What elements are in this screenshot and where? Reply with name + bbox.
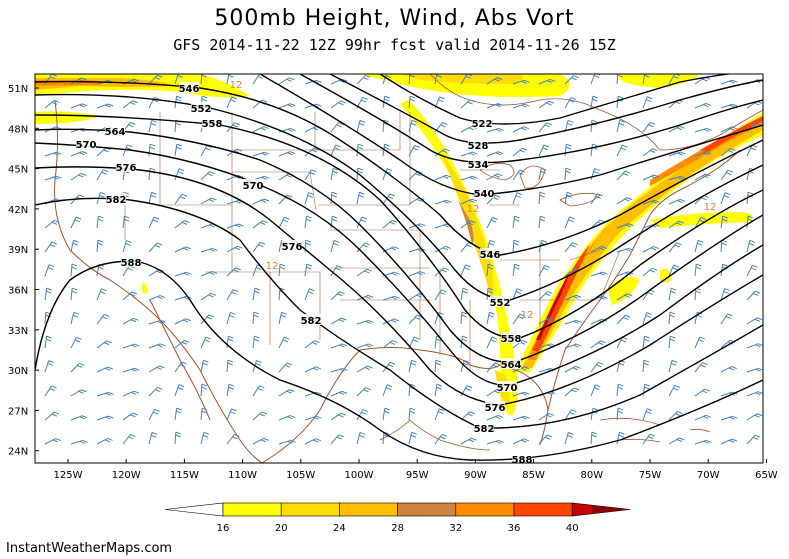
colorbar-tick: 16 — [217, 523, 230, 534]
height-contours — [35, 74, 763, 461]
contour-label: 552 — [490, 298, 511, 309]
contour-labels: 522 528 534 540 546 546 552 552 558 558 564 564 570 5… — [76, 82, 533, 466]
colorbar-tick: 28 — [391, 523, 404, 534]
lon-label: 75W — [639, 470, 662, 481]
vorticity-label: 12 — [521, 310, 534, 321]
lat-label: 36N — [8, 286, 28, 297]
lat-label: 30N — [8, 366, 28, 377]
contour-label: 522 — [472, 119, 493, 130]
lon-label: 120W — [112, 470, 141, 481]
contour-label: 552 — [191, 104, 212, 115]
contour-label: 558 — [202, 119, 223, 130]
contour-label: 576 — [116, 163, 137, 174]
contour-label: 582 — [301, 316, 322, 327]
colorbar-tick: 32 — [449, 523, 462, 534]
lat-label: 45N — [8, 165, 28, 176]
lon-label: 110W — [228, 470, 257, 481]
contour-label: 576 — [282, 242, 303, 253]
vorticity-label: 12 — [266, 261, 279, 272]
contour-label: 564 — [105, 127, 126, 138]
longitude-labels: 125W 120W 115W 110W 105W 100W 95W 90W 85W 80W 75W 7… — [54, 459, 778, 481]
contour-label: 582 — [106, 195, 127, 206]
lon-label: 105W — [286, 470, 315, 481]
lat-label: 33N — [8, 326, 28, 337]
contour-label: 588 — [121, 258, 142, 269]
colorbar: 16 20 24 28 32 36 40 — [164, 502, 631, 534]
lon-label: 65W — [755, 470, 778, 481]
colorbar-tick: 36 — [508, 523, 521, 534]
contour-label: 576 — [485, 403, 506, 414]
contour-label: 570 — [497, 383, 518, 394]
latitude-labels: 51N 48N 45N 42N 39N 36N 33N 30N 27N 24N — [8, 84, 39, 458]
vorticity-label: 12 — [704, 202, 717, 213]
lon-label: 85W — [522, 470, 545, 481]
lon-label: 90W — [464, 470, 487, 481]
lat-label: 42N — [8, 205, 28, 216]
vorticity-label: 12 — [230, 80, 243, 91]
colorbar-tick: 20 — [275, 523, 288, 534]
contour-label: 534 — [468, 160, 489, 171]
lat-label: 27N — [8, 406, 28, 417]
contour-label: 540 — [474, 189, 495, 200]
contour-label: 582 — [474, 424, 495, 435]
contour-label: 570 — [76, 140, 97, 151]
map-title: 500mb Height, Wind, Abs Vort — [214, 6, 575, 31]
contour-label: 528 — [468, 141, 489, 152]
colorbar-tick: 40 — [566, 523, 579, 534]
lat-label: 48N — [8, 124, 28, 135]
geography-outlines — [54, 74, 763, 463]
vorticity-shading — [35, 74, 763, 416]
colorbar-tick: 24 — [333, 523, 346, 534]
map-subtitle: GFS 2014-11-22 12Z 99hr fcst valid 2014-… — [173, 36, 616, 54]
lat-label: 51N — [8, 84, 28, 95]
vorticity-labels: 12 12 12 12 12 — [230, 80, 717, 321]
lat-label: 39N — [8, 245, 28, 256]
lat-label: 24N — [8, 447, 28, 458]
lon-label: 100W — [345, 470, 374, 481]
map-frame — [34, 73, 764, 464]
contour-label: 564 — [501, 360, 522, 371]
lon-label: 125W — [54, 470, 83, 481]
wind-barbs — [44, 74, 763, 445]
lon-label: 70W — [697, 470, 720, 481]
contour-label: 570 — [243, 181, 264, 192]
contour-label: 546 — [179, 84, 200, 95]
contour-label: 588 — [512, 455, 533, 466]
lon-label: 115W — [170, 470, 199, 481]
vorticity-label: 12 — [467, 204, 480, 215]
lon-label: 95W — [406, 470, 429, 481]
lon-label: 80W — [580, 470, 603, 481]
credit-text: InstantWeatherMaps.com — [6, 541, 173, 556]
contour-label: 558 — [501, 334, 522, 345]
contour-label: 546 — [480, 250, 501, 261]
